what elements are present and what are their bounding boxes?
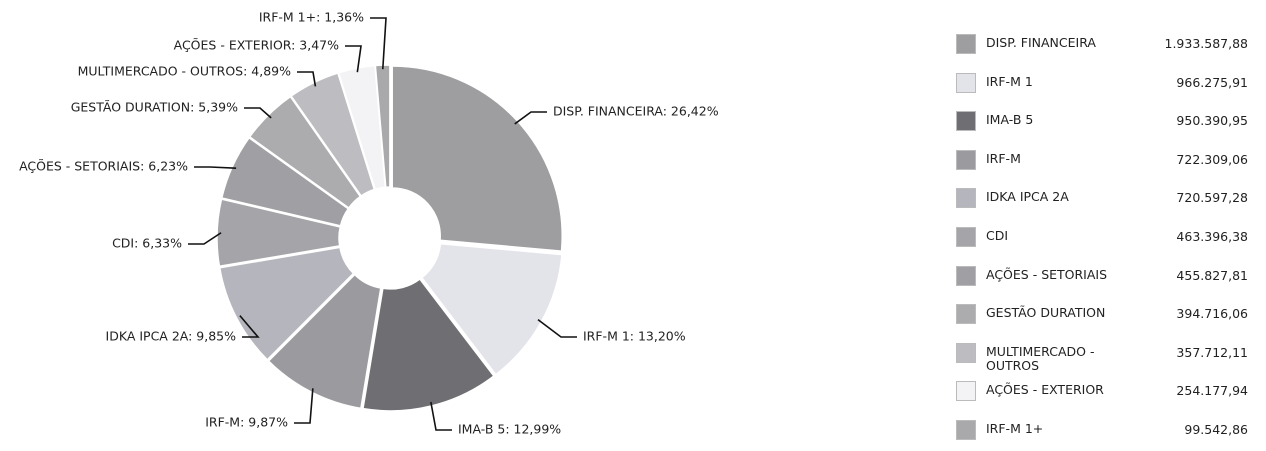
leader-line [239, 315, 260, 338]
slice-label: GESTÃO DURATION: 5,39% [71, 100, 238, 115]
leader-line [430, 401, 452, 431]
legend-label: IMA-B 5 [986, 112, 1034, 128]
leader-line [244, 107, 272, 119]
slice-label: MULTIMERCADO - OUTROS: 4,89% [78, 64, 292, 79]
leader-line [514, 111, 547, 125]
leader-line [370, 17, 387, 70]
leader-line [537, 318, 577, 338]
legend-row: AÇÕES - SETORIAIS 455.827,81 [956, 258, 1252, 297]
legend-swatch [956, 381, 976, 402]
legend-label: CDI [986, 227, 1009, 243]
leader-line [194, 166, 237, 170]
legend-swatch [956, 72, 976, 93]
legend-swatch [956, 342, 976, 363]
slice-label: AÇÕES - SETORIAIS: 6,23% [19, 159, 188, 174]
leader-line [188, 232, 222, 245]
legend-label: MULTIMERCADO - OUTROS [986, 343, 1095, 373]
legend-amount: 966.275,91 [1176, 74, 1248, 90]
legend-amount: 394.716,06 [1176, 306, 1248, 322]
slice [290, 72, 376, 198]
legend-amount: 950.390,95 [1176, 113, 1248, 129]
slice-label: IRF-M 1: 13,20% [583, 329, 686, 344]
legend-row: DISP. FINANCEIRA 1.933.587,88 [956, 26, 1252, 65]
legend: DISP. FINANCEIRA 1.933.587,88 IRF-M 1 966.2… [956, 26, 1252, 451]
legend-amount: 1.933.587,88 [1164, 36, 1249, 51]
slice-label: DISP. FINANCEIRA: 26,42% [553, 104, 719, 119]
legend-amount: 722.309,06 [1176, 151, 1248, 167]
legend-swatch [956, 304, 976, 325]
legend-row: IRF-M 1+ 99.542,86 [956, 412, 1252, 451]
slice-label: CDI: 6,33% [112, 236, 182, 251]
legend-row: IDKA IPCA 2A 720.597,28 [956, 180, 1252, 219]
leader-line [294, 388, 314, 424]
slice [374, 64, 391, 188]
slice [248, 95, 362, 209]
legend-label: DISP. FINANCEIRA [986, 35, 1096, 50]
slice [267, 273, 382, 410]
legend-amount: 357.712,11 [1176, 344, 1248, 360]
legend-label: IRF-M 1 [986, 73, 1033, 89]
legend-row: GESTÃO DURATION 394.716,06 [956, 296, 1252, 335]
legend-swatch [956, 188, 976, 209]
legend-amount: 99.542,86 [1184, 421, 1248, 437]
legend-row: CDI 463.396,38 [956, 219, 1252, 258]
legend-amount: 254.177,94 [1176, 383, 1248, 399]
legend-swatch [956, 111, 976, 132]
legend-row: IRF-M 1 966.275,91 [956, 65, 1252, 104]
slice [220, 136, 350, 227]
slice [362, 278, 495, 412]
slice [216, 198, 342, 268]
legend-amount: 720.597,28 [1176, 190, 1248, 206]
legend-label: GESTÃO DURATION [986, 305, 1106, 321]
chart: DISP. FINANCEIRA: 26,42% IRF-M 1: 13,20% I… [19, 10, 719, 437]
leader-line [297, 71, 317, 87]
slice-label: IMA-B 5: 12,99% [458, 422, 561, 437]
donut-hole [343, 191, 437, 285]
legend-swatch [956, 149, 976, 170]
leader-line [345, 45, 362, 73]
legend-row: MULTIMERCADO - OUTROS 357.712,11 [956, 335, 1252, 374]
legend-label: IRF-M [986, 150, 1021, 166]
slice [391, 65, 563, 252]
slice-label: IRF-M 1+: 1,36% [259, 10, 364, 25]
legend-label: IRF-M 1+ [986, 420, 1044, 436]
legend-label: AÇÕES - SETORIAIS [986, 266, 1108, 282]
legend-label: IDKA IPCA 2A [986, 189, 1069, 205]
legend-swatch [956, 226, 976, 247]
legend-row: IRF-M 722.309,06 [956, 142, 1252, 181]
legend-row: IMA-B 5 950.390,95 [956, 103, 1252, 142]
legend-swatch [956, 419, 976, 440]
page: {"chart_data": {"type": "donut", "catego… [19, 9, 1248, 440]
legend-swatch [956, 265, 976, 286]
legend-row: AÇÕES - EXTERIOR 254.177,94 [956, 373, 1252, 412]
slice-label: AÇÕES - EXTERIOR: 3,47% [174, 38, 339, 53]
legend-label: AÇÕES - EXTERIOR [986, 382, 1104, 398]
slice-label: IDKA IPCA 2A: 9,85% [106, 329, 237, 344]
slice [420, 242, 563, 376]
slice-label: IRF-M: 9,87% [205, 415, 288, 430]
legend-amount: 463.396,38 [1176, 228, 1248, 244]
legend-amount: 455.827,81 [1176, 267, 1248, 283]
legend-swatch [956, 34, 976, 54]
